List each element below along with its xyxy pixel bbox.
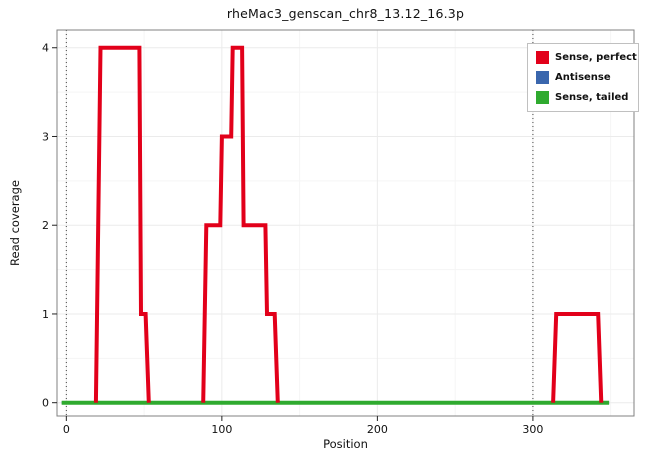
series-line	[551, 312, 604, 403]
y-tick-label: 3	[42, 130, 49, 143]
legend-swatch-blue	[536, 71, 549, 84]
y-tick-label: 4	[42, 42, 49, 55]
axis-tick-labels: 0 100 200 300 0 1 2 3 4	[42, 42, 543, 436]
legend-swatch-green	[536, 91, 549, 104]
x-tick-label: 200	[367, 423, 388, 436]
series-line	[201, 45, 280, 403]
series-line	[93, 45, 151, 403]
y-tick-label: 2	[42, 219, 49, 232]
y-tick-label: 0	[42, 396, 49, 409]
legend-item-antisense: Antisense	[536, 71, 630, 84]
panel-border	[56, 29, 635, 417]
x-tick-label: 300	[522, 423, 543, 436]
x-axis-label: Position	[323, 437, 368, 451]
legend-label: Sense, tailed	[555, 92, 629, 103]
x-tick-label: 100	[211, 423, 232, 436]
chart-title: rheMac3_genscan_chr8_13.12_16.3p	[226, 6, 465, 21]
legend: Sense, perfect Antisense Sense, tailed	[527, 43, 639, 112]
legend-item-sense-tailed: Sense, tailed	[536, 91, 630, 104]
series-lines	[61, 45, 610, 405]
y-axis-label: Read coverage	[8, 180, 22, 266]
y-tick-label: 1	[42, 308, 49, 321]
legend-label: Sense, perfect	[555, 52, 637, 63]
x-tick-label: 0	[63, 423, 70, 436]
legend-swatch-red	[536, 51, 549, 64]
axis-ticks	[52, 47, 534, 421]
legend-label: Antisense	[555, 72, 611, 83]
legend-item-sense-perfect: Sense, perfect	[536, 51, 637, 64]
